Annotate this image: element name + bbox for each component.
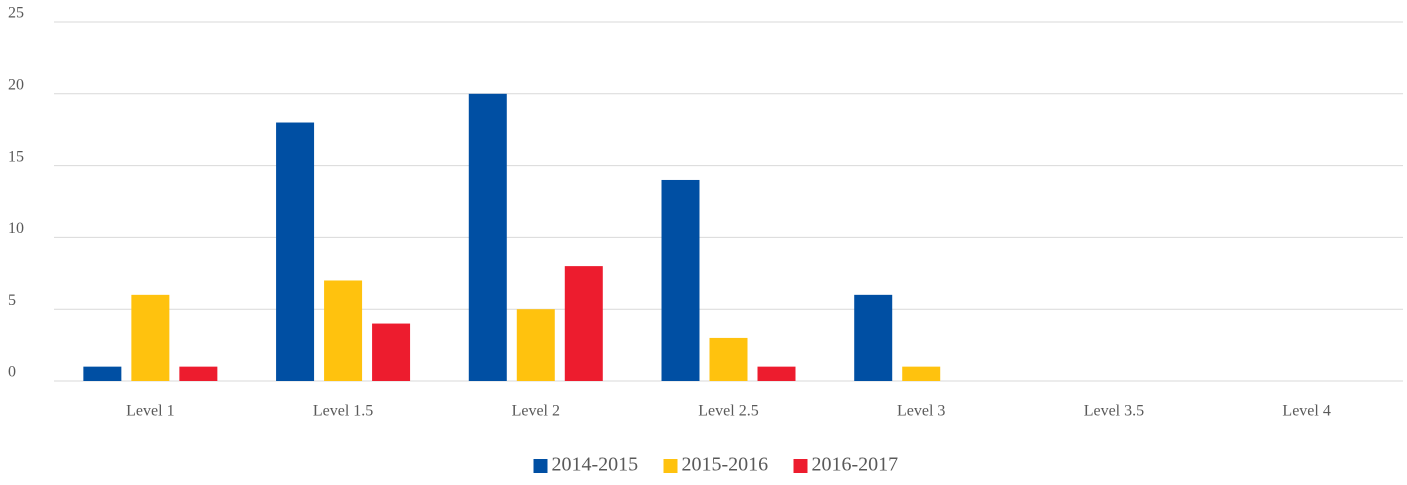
x-tick-label: Level 1.5: [313, 403, 373, 420]
bar: [83, 366, 122, 381]
bar: [372, 323, 411, 381]
bar: [661, 179, 700, 381]
x-tick-label: Level 1: [126, 403, 174, 420]
x-tick-label: Level 4: [1282, 403, 1330, 420]
y-tick-label: 10: [8, 220, 24, 237]
bar: [902, 366, 941, 381]
x-tick-label: Level 2.5: [698, 403, 758, 420]
bar: [564, 266, 603, 381]
legend-label: 2016-2017: [812, 454, 899, 476]
bar: [324, 280, 363, 381]
bar: [131, 294, 170, 381]
bar: [709, 337, 748, 381]
y-tick-label: 0: [8, 364, 16, 381]
y-tick-label: 5: [8, 292, 16, 309]
bar: [854, 294, 893, 381]
y-tick-label: 25: [8, 5, 24, 22]
y-tick-label: 20: [8, 76, 24, 93]
legend-swatch: [663, 459, 678, 473]
legend-label: 2015-2016: [682, 454, 769, 476]
bar: [276, 122, 315, 382]
legend-swatch: [793, 459, 808, 473]
legend-swatch: [533, 459, 548, 473]
y-tick-label: 15: [8, 148, 24, 165]
bar: [179, 366, 218, 381]
legend-label: 2014-2015: [552, 454, 639, 476]
x-tick-label: Level 3: [897, 403, 945, 420]
bar: [516, 309, 555, 381]
x-tick-label: Level 3.5: [1084, 403, 1144, 420]
bar: [468, 93, 507, 382]
bar: [757, 366, 796, 381]
x-tick-label: Level 2: [512, 403, 560, 420]
